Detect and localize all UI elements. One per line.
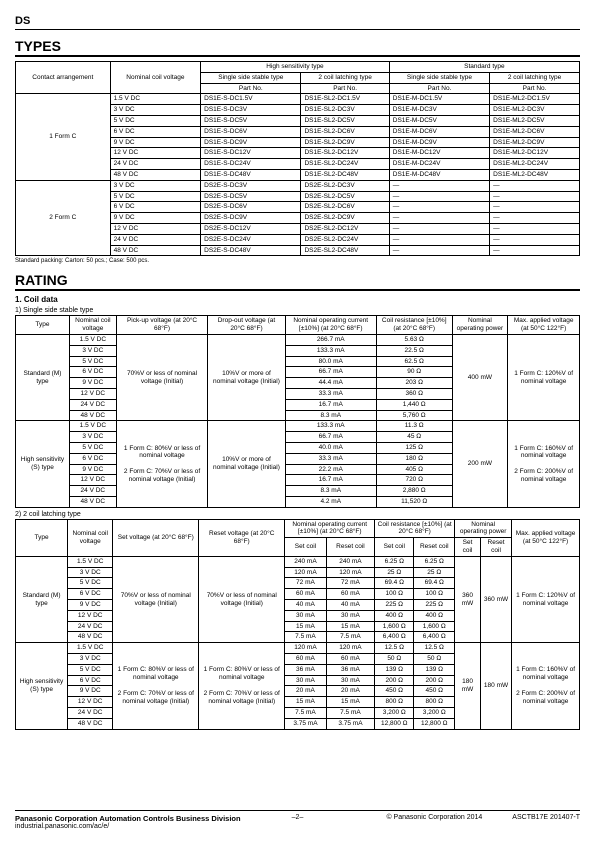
tcl-table: TypeNominal coil voltageSet voltage (at …	[15, 519, 580, 730]
page-number: –2–	[292, 814, 304, 821]
sss-caption: 1) Single side stable type	[15, 307, 580, 314]
footer-url: industrial.panasonic.com/ac/e/	[15, 823, 241, 830]
page-header: DS	[15, 15, 580, 30]
rating-title: RATING	[15, 272, 580, 291]
sss-table: TypeNominal coil voltagePick-up voltage …	[15, 315, 580, 507]
footer-division: Panasonic Corporation Automation Control…	[15, 814, 241, 823]
tcl-caption: 2) 2 coil latching type	[15, 511, 580, 518]
packing-note: Standard packing: Carton: 50 pcs.; Case:…	[15, 258, 580, 264]
coil-data-title: 1. Coil data	[15, 295, 580, 304]
footer-code: ASCTB17E 201407-T	[512, 814, 580, 821]
types-title: TYPES	[15, 38, 580, 57]
footer-copyright: © Panasonic Corporation 2014	[386, 814, 482, 821]
footer: Panasonic Corporation Automation Control…	[15, 810, 580, 830]
types-table: Contact arrangement Nominal coil voltage…	[15, 61, 580, 256]
